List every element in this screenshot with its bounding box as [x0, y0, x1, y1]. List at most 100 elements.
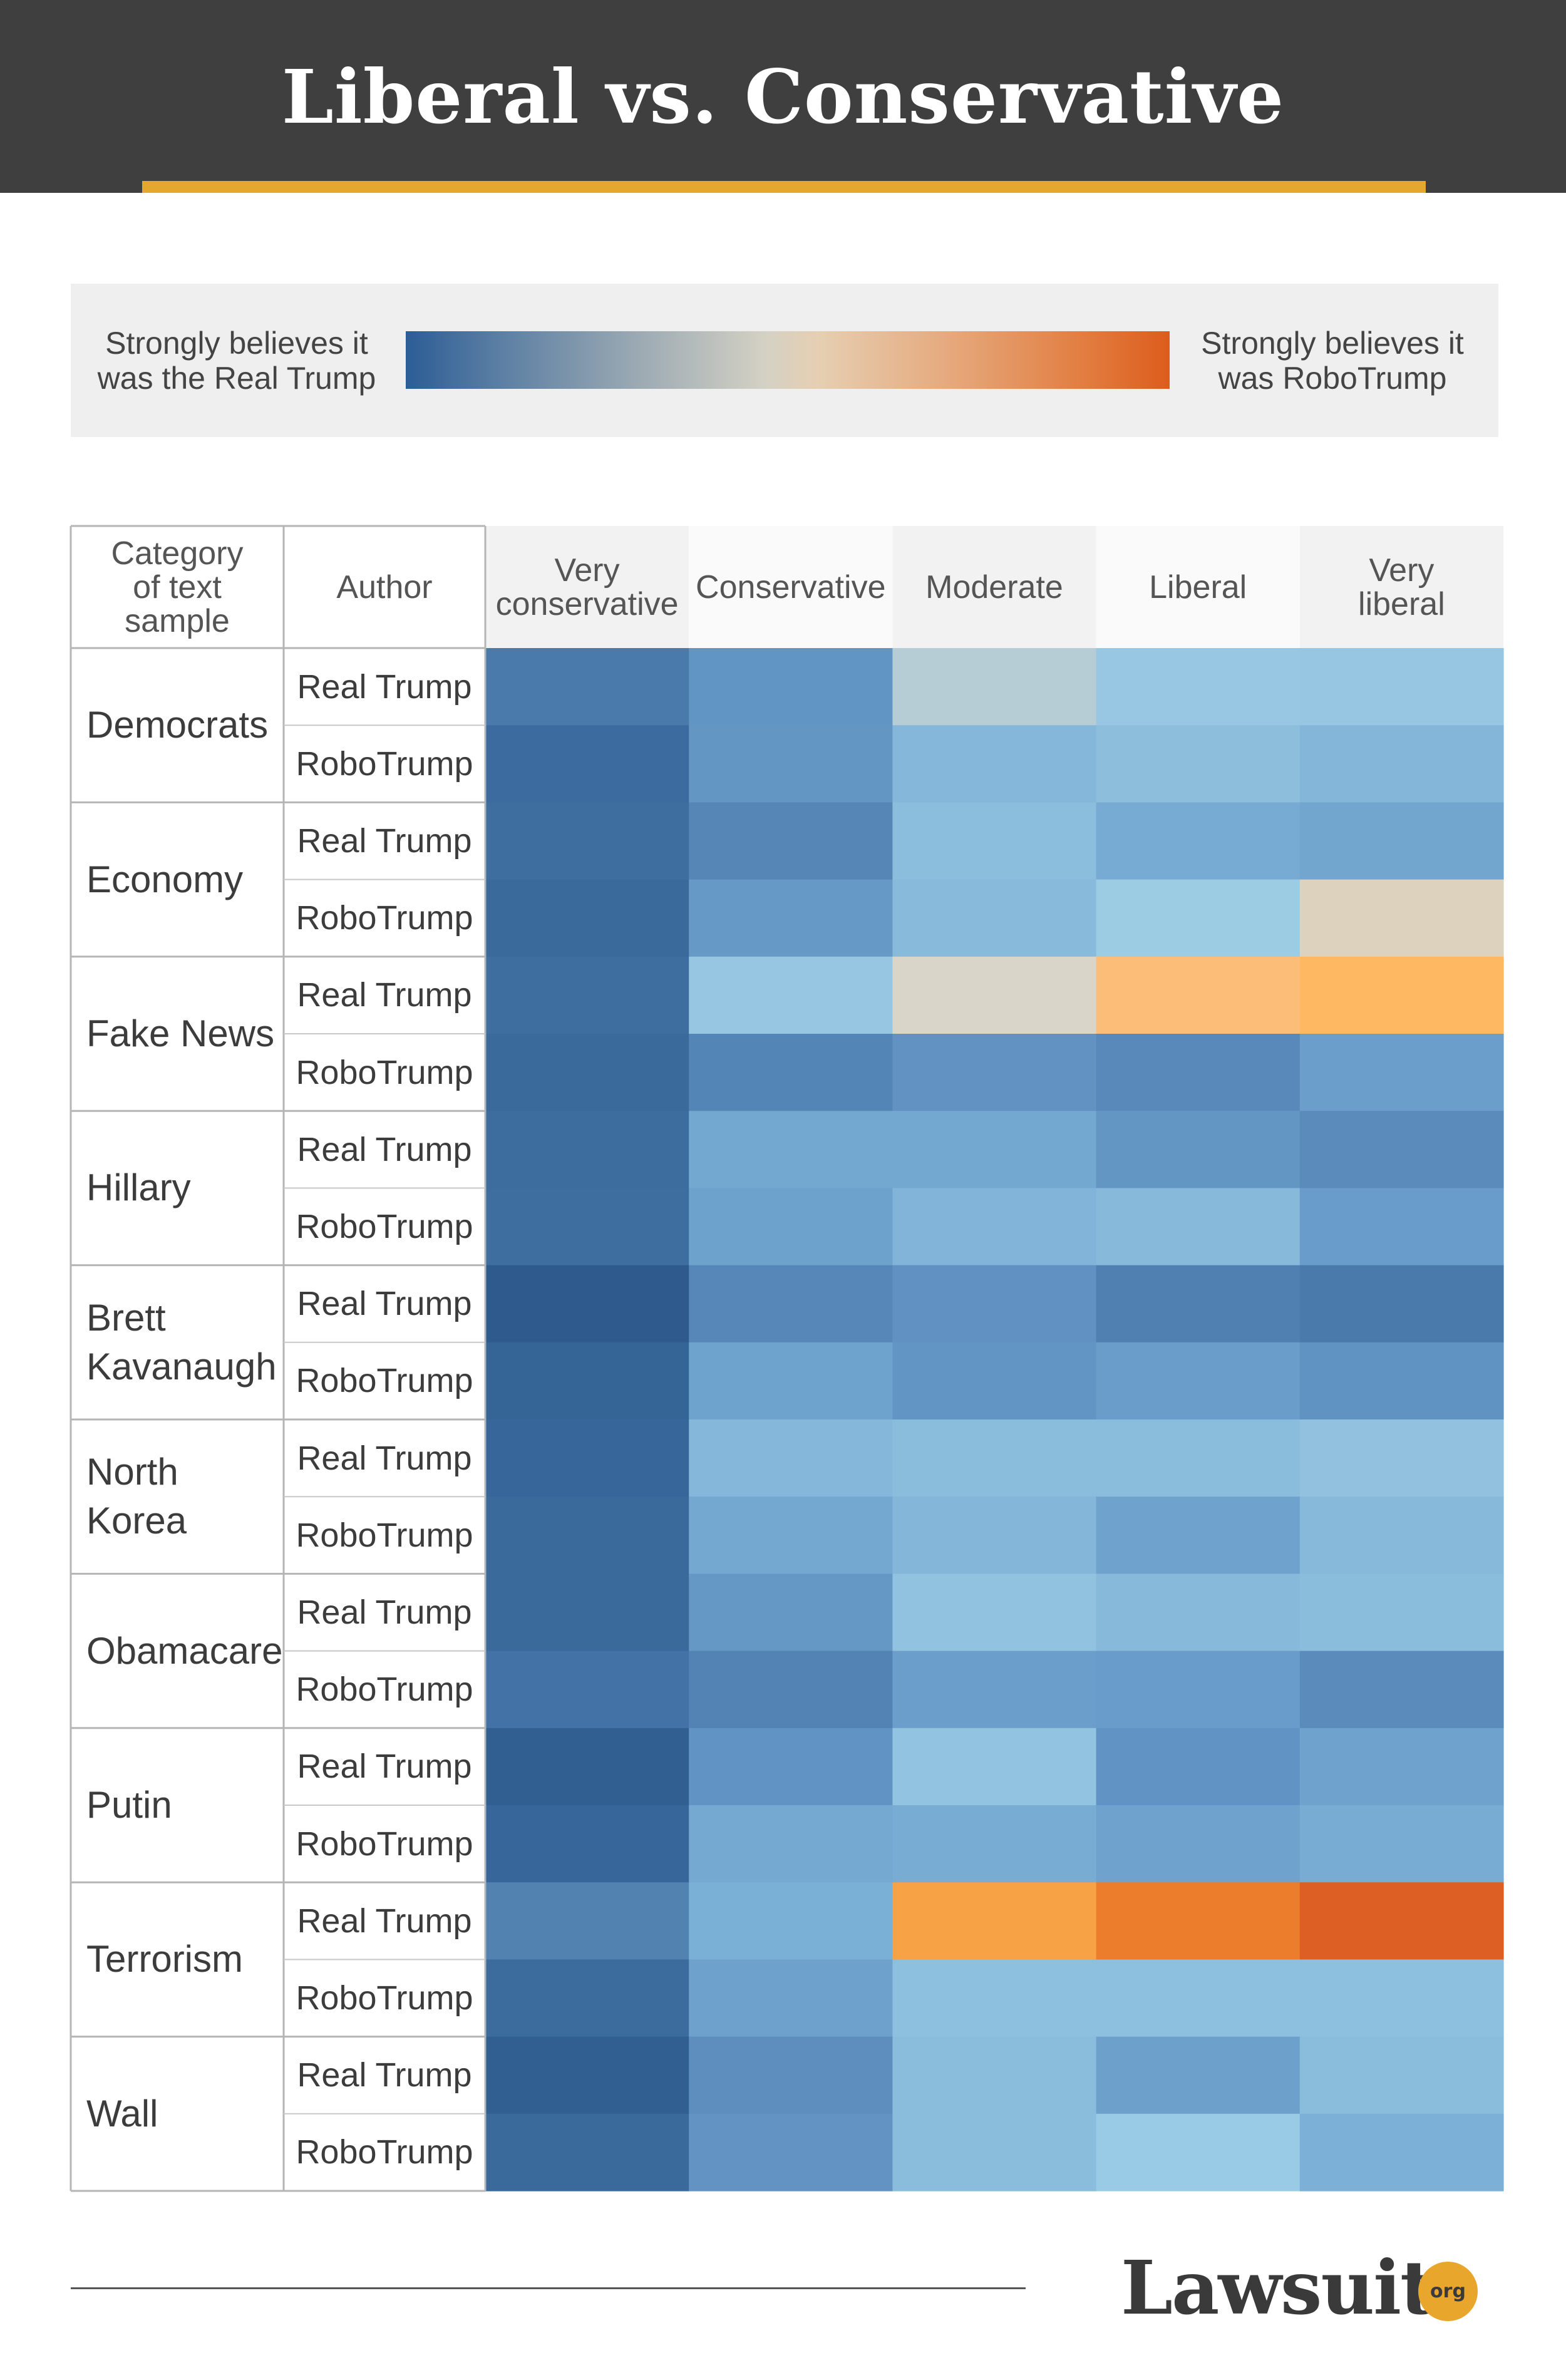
author-label: Real Trump: [297, 1748, 472, 1786]
heatmap-cell: [1299, 1188, 1504, 1266]
heatmap-cell: [689, 1882, 893, 1960]
heatmap-cell: [1096, 879, 1301, 957]
legend-left-label: Strongly believes it was the Real Trump: [97, 325, 376, 396]
heatmap-cell: [1299, 2036, 1504, 2115]
heatmap-cell: [1096, 1805, 1301, 1883]
heatmap-cell: [1096, 725, 1301, 803]
heatmap-cell: [689, 2113, 893, 2192]
heatmap-cell: [485, 1728, 689, 1806]
author-label: RoboTrump: [296, 1207, 473, 1245]
heatmap-cell: [1096, 1034, 1301, 1111]
column-header-label: Conservative: [696, 569, 886, 605]
category-label: Fake News: [86, 1012, 275, 1054]
heatmap-cell: [485, 725, 689, 803]
heatmap-cell: [892, 648, 1097, 726]
heatmap-cell: [1096, 1497, 1301, 1574]
legend-right-label: Strongly believes it was RoboTrump: [1201, 325, 1464, 396]
heatmap-cell: [689, 802, 893, 880]
heatmap-cell: [1299, 725, 1504, 803]
heatmap-cell: [485, 1188, 689, 1266]
author-label: RoboTrump: [296, 1979, 473, 2017]
heatmap-cell: [689, 1419, 893, 1497]
heatmap-cell: [1096, 1342, 1301, 1420]
lawsuit-logo: Lawsuit: [1121, 2243, 1435, 2331]
column-header-label: Very liberal: [1358, 552, 1445, 622]
heatmap-cell: [892, 1574, 1097, 1652]
heatmap-cell: [892, 802, 1097, 880]
org-badge-logo: org: [1418, 2262, 1478, 2321]
author-label: Real Trump: [297, 1593, 472, 1631]
heatmap-cell: [892, 2113, 1097, 2192]
heatmap-cell: [689, 725, 893, 803]
heatmap-cell: [892, 1111, 1097, 1188]
author-label: RoboTrump: [296, 2133, 473, 2171]
author-label: Real Trump: [297, 2056, 472, 2094]
column-header-label: Very conservative: [495, 552, 679, 622]
heatmap-cell: [485, 1651, 689, 1729]
heatmap-cell: [485, 2036, 689, 2115]
heatmap-cell: [892, 1265, 1097, 1343]
column-header-bg: [1096, 526, 1300, 648]
author-label: Real Trump: [297, 1439, 472, 1477]
column-header-bg: [1299, 526, 1503, 648]
category-label: Brett Kavanaugh: [86, 1296, 277, 1388]
author-label: RoboTrump: [296, 1362, 473, 1400]
heatmap-cell: [689, 1805, 893, 1883]
heatmap-cell: [1096, 1419, 1301, 1497]
heatmap-cell: [1299, 1574, 1504, 1652]
heatmap-cell: [689, 648, 893, 726]
category-label: Economy: [86, 858, 244, 900]
heatmap-cell: [689, 1497, 893, 1574]
heatmap-cell: [892, 1419, 1097, 1497]
heatmap-cell: [1096, 1882, 1301, 1960]
author-label: Real Trump: [297, 822, 472, 860]
heatmap-cell: [689, 1034, 893, 1111]
heatmap-cell: [1299, 1497, 1504, 1574]
heatmap-cell: [1299, 1728, 1504, 1806]
heatmap-cell: [1096, 1574, 1301, 1652]
heatmap-cell: [485, 648, 689, 726]
heatmap-cell: [892, 956, 1097, 1034]
heatmap-cell: [1096, 956, 1301, 1034]
heatmap-cell: [892, 1805, 1097, 1883]
heatmap-cell: [892, 1651, 1097, 1729]
heatmap-cell: [892, 725, 1097, 803]
author-label: RoboTrump: [296, 1825, 473, 1863]
heatmap-cell: [1096, 2036, 1301, 2115]
category-label: Putin: [86, 1783, 172, 1826]
heatmap-cell: [1299, 1419, 1504, 1497]
heatmap-cell: [892, 1497, 1097, 1574]
title-underline: [142, 181, 1426, 193]
heatmap-cell: [485, 1574, 689, 1652]
heatmap-cell: [892, 1728, 1097, 1806]
heatmap-cell: [689, 2036, 893, 2115]
heatmap-cell: [689, 1111, 893, 1188]
heatmap-cell: [892, 1959, 1097, 2037]
legend-gradient-bar: [406, 331, 1170, 389]
heatmap-cell: [1299, 1034, 1504, 1111]
author-column-header: Author: [336, 569, 433, 605]
heatmap-cell: [1096, 648, 1301, 726]
heatmap-cell: [689, 1959, 893, 2037]
heatmap-cell: [1096, 1188, 1301, 1266]
heatmap-cell: [485, 1111, 689, 1188]
heatmap-cell: [1096, 2113, 1301, 2192]
page-title: Liberal vs. Conservative: [281, 53, 1285, 140]
heatmap-cell: [485, 879, 689, 957]
header-bar: [0, 0, 1566, 193]
heatmap-cell: [485, 802, 689, 880]
heatmap-cell: [689, 1188, 893, 1266]
heatmap-cell: [485, 1882, 689, 1960]
heatmap-cell: [689, 1342, 893, 1420]
heatmap-cell: [1299, 1805, 1504, 1883]
heatmap-cell: [1299, 2113, 1504, 2192]
category-label: North Korea: [86, 1451, 187, 1542]
author-label: Real Trump: [297, 1285, 472, 1323]
heatmap-cell: [485, 1805, 689, 1883]
author-label: RoboTrump: [296, 1053, 473, 1091]
color-scale-legend: Strongly believes it was the Real Trump …: [71, 284, 1498, 437]
author-label: RoboTrump: [296, 1671, 473, 1709]
heatmap-cell: [892, 1882, 1097, 1960]
author-label: RoboTrump: [296, 1516, 473, 1554]
